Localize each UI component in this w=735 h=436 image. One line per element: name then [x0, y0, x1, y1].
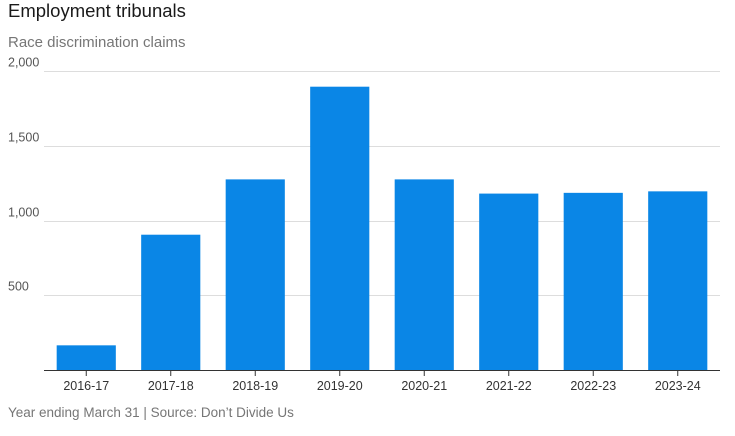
x-tick-label: 2023-24	[655, 379, 701, 393]
chart-subtitle: Race discrimination claims	[8, 34, 186, 51]
x-tick-label: 2016-17	[63, 379, 109, 393]
bar-2020-21	[394, 179, 454, 370]
chart-title: Employment tribunals	[8, 0, 186, 21]
x-tick-label: 2022-23	[570, 379, 616, 393]
x-tick-label: 2018-19	[232, 379, 278, 393]
bar-2022-23	[563, 192, 623, 370]
bar-2017-18	[141, 234, 201, 370]
source-note: Year ending March 31 | Source: Don’t Div…	[8, 405, 294, 420]
x-tick-label: 2017-18	[148, 379, 194, 393]
y-tick-label: 500	[8, 280, 29, 294]
x-tick-label: 2019-20	[317, 379, 363, 393]
y-tick-label: 2,000	[8, 56, 39, 70]
x-tick-label: 2021-22	[486, 379, 532, 393]
bar-2016-17	[56, 345, 116, 370]
bars	[56, 86, 708, 370]
bar-2019-20	[310, 86, 370, 370]
x-axis-ticks: 2016-17 2017-18 2018-19 2019-20 2020-21 2021-…	[63, 370, 701, 393]
bar-2018-19	[225, 179, 285, 370]
x-tick-label: 2020-21	[401, 379, 447, 393]
y-tick-label: 1,000	[8, 206, 39, 220]
y-tick-label: 1,500	[8, 131, 39, 145]
bar-2023-24	[648, 191, 708, 370]
bar-2021-22	[479, 193, 539, 370]
